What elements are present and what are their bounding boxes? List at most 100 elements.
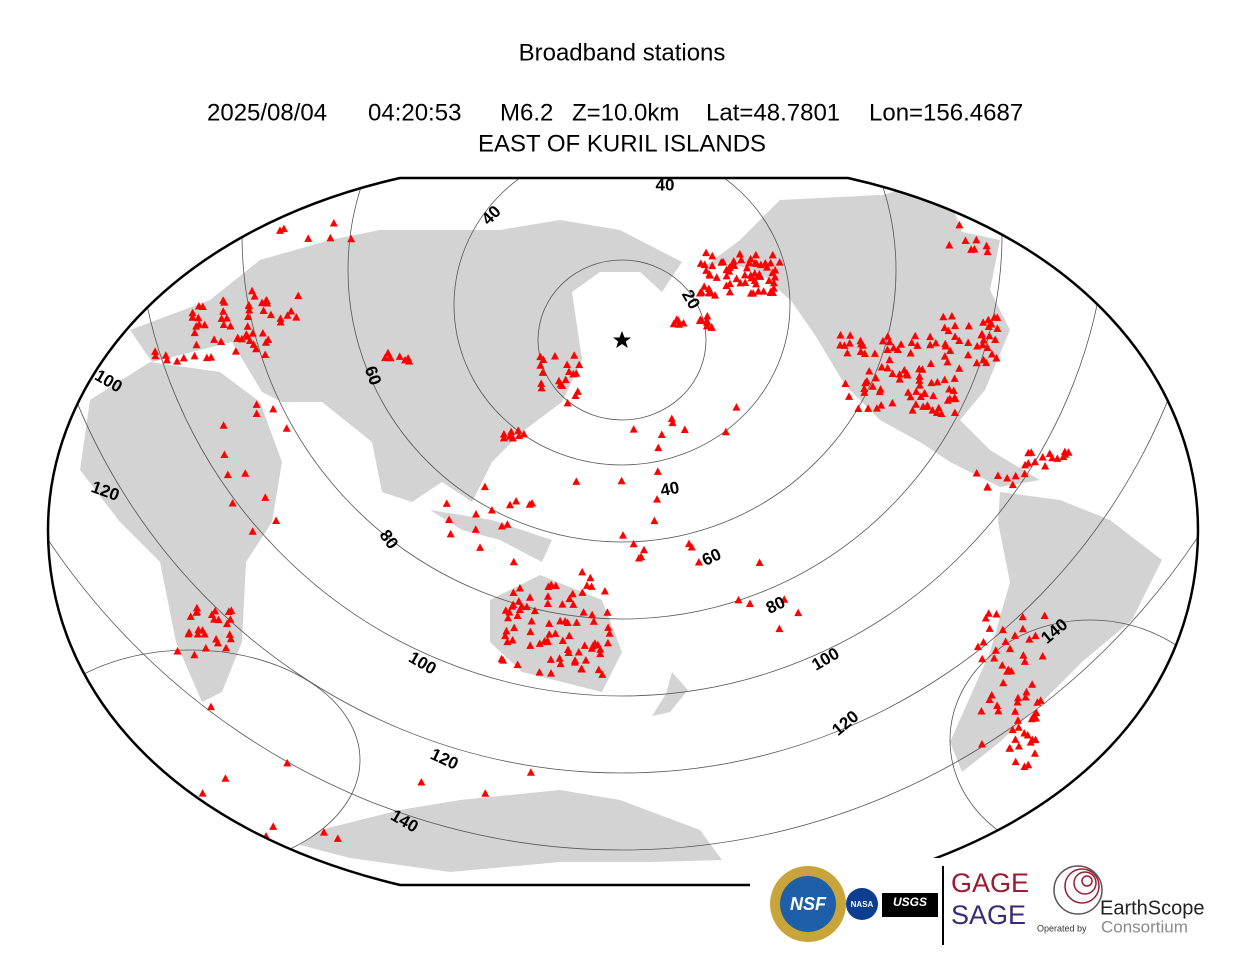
station	[163, 355, 172, 364]
station	[732, 274, 741, 283]
station	[864, 404, 873, 412]
station	[386, 353, 395, 362]
station	[1041, 462, 1050, 470]
station	[973, 642, 982, 651]
station	[223, 470, 232, 479]
station	[282, 424, 291, 432]
station	[949, 386, 958, 394]
station	[501, 606, 510, 614]
station	[694, 558, 703, 566]
station	[594, 665, 603, 674]
station	[915, 376, 924, 384]
station	[1021, 692, 1030, 701]
station	[173, 646, 182, 655]
station	[151, 351, 160, 360]
station	[983, 343, 992, 351]
event-line: 2025/08/04 04:20:53 M6.2 Z=10.0km Lat=48…	[207, 99, 1023, 126]
station	[603, 608, 612, 616]
station	[725, 287, 734, 296]
station	[775, 624, 784, 633]
station	[319, 828, 328, 836]
station	[745, 599, 754, 607]
station	[629, 539, 638, 548]
station	[955, 364, 964, 372]
station	[1018, 612, 1027, 621]
station	[515, 583, 524, 592]
station	[526, 641, 535, 649]
station	[979, 637, 988, 646]
station	[1031, 631, 1040, 640]
station	[294, 291, 303, 300]
station	[862, 376, 871, 385]
station	[702, 266, 711, 274]
station	[515, 605, 524, 613]
station	[845, 392, 854, 400]
station	[926, 359, 935, 367]
epicenter	[613, 331, 631, 348]
station	[550, 351, 559, 360]
station	[856, 336, 865, 345]
station	[211, 606, 220, 615]
station	[226, 322, 235, 330]
station	[722, 281, 731, 290]
station	[513, 611, 522, 619]
station	[527, 616, 536, 625]
station	[982, 358, 991, 367]
station	[194, 301, 203, 310]
station	[222, 314, 231, 322]
station	[250, 292, 259, 300]
station	[993, 471, 1002, 479]
station	[841, 379, 850, 388]
station	[920, 389, 929, 397]
station	[575, 360, 584, 369]
station	[696, 259, 705, 267]
station	[269, 822, 278, 830]
station	[499, 433, 508, 442]
station	[717, 258, 726, 266]
station	[228, 498, 237, 507]
station	[445, 515, 454, 524]
station	[442, 499, 451, 507]
station	[580, 641, 589, 649]
station	[579, 608, 588, 616]
region: EAST OF KURIL ISLANDS	[478, 130, 766, 157]
station	[269, 404, 278, 413]
station	[151, 347, 160, 355]
station	[913, 341, 922, 349]
station	[214, 615, 223, 624]
station	[555, 654, 564, 662]
station	[226, 634, 235, 643]
station	[769, 278, 778, 287]
station	[547, 669, 556, 677]
station	[572, 369, 581, 377]
station	[987, 320, 996, 328]
nasa-text: NASA	[851, 900, 874, 909]
station	[707, 323, 716, 331]
station	[703, 311, 712, 320]
station	[526, 627, 535, 636]
station	[501, 631, 510, 640]
station	[775, 258, 784, 266]
station	[401, 355, 410, 364]
station	[596, 649, 605, 658]
station	[1019, 651, 1028, 659]
station	[900, 365, 909, 374]
station	[943, 357, 952, 366]
station	[1060, 447, 1069, 456]
station	[222, 643, 231, 652]
station	[1013, 716, 1022, 724]
station	[600, 587, 609, 595]
station	[192, 322, 201, 330]
station	[722, 271, 731, 280]
station	[1010, 631, 1019, 639]
station	[503, 520, 512, 528]
station	[261, 350, 270, 359]
station	[201, 644, 210, 652]
distance-contour	[48, 178, 1198, 851]
station	[994, 706, 1003, 715]
earthscope-mark	[1053, 865, 1103, 915]
station	[161, 351, 170, 359]
station	[950, 408, 959, 417]
nasa-logo	[846, 888, 878, 920]
